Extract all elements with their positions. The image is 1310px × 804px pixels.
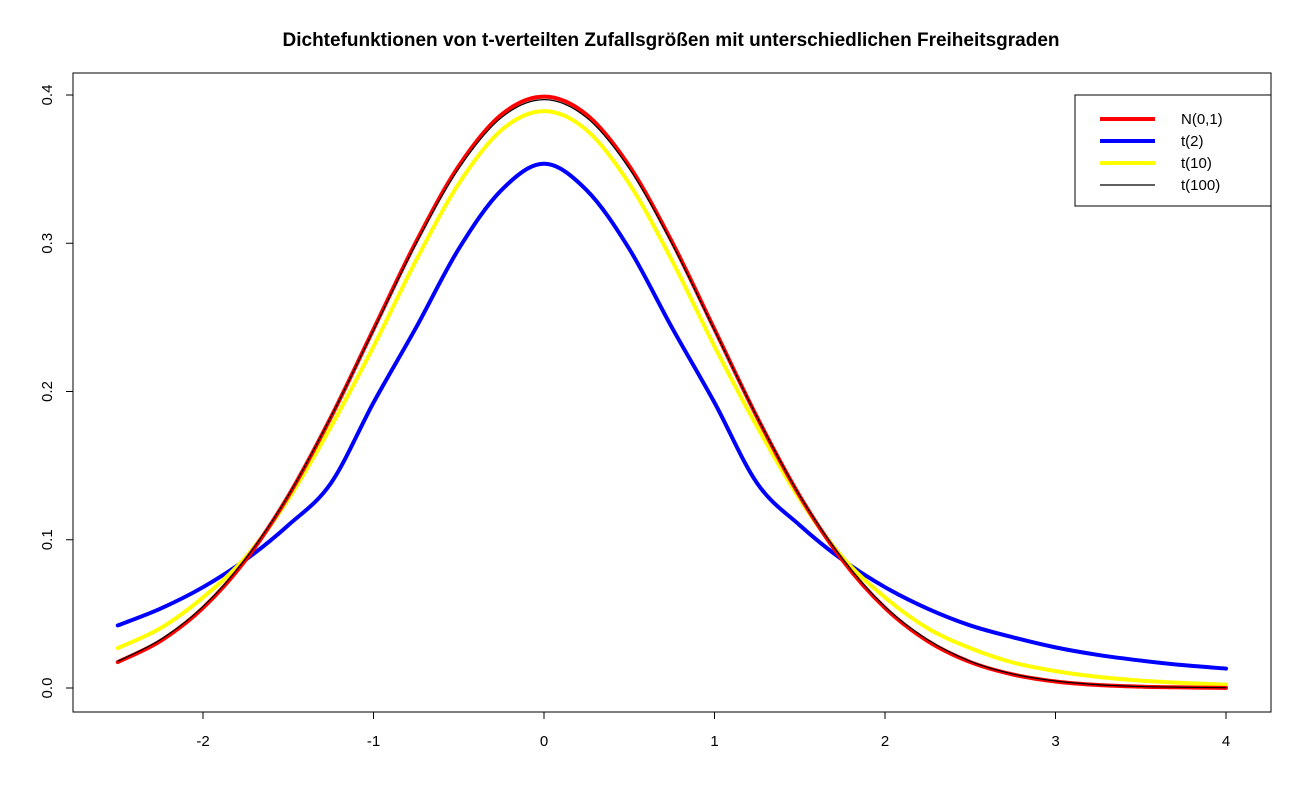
- plot-area: -2 -1 0 1 2 3 4 0.0 0.1 0.2 0.3 0.4 N(0,1) t(2) t(10) t…: [39, 72, 1272, 750]
- y-tick-label: 0.4: [39, 85, 56, 106]
- x-tick-label: -2: [196, 733, 209, 750]
- legend-label: t(10): [1181, 155, 1212, 172]
- legend-box: [1074, 94, 1272, 207]
- legend-label: t(2): [1181, 133, 1204, 150]
- x-tick-label: 0: [540, 733, 548, 750]
- x-tick-label: 1: [710, 733, 718, 750]
- y-tick-label: 0.2: [39, 381, 56, 402]
- x-tick-label: -1: [367, 733, 380, 750]
- legend-label: t(100): [1181, 177, 1220, 194]
- y-tick-label: 0.0: [39, 678, 56, 699]
- legend-label: N(0,1): [1181, 111, 1223, 128]
- x-tick-label: 3: [1051, 733, 1059, 750]
- series-line-t-2: [115, 161, 1228, 671]
- series-line-n-0-1: [115, 94, 1228, 690]
- y-tick-label: 0.1: [39, 529, 56, 550]
- y-tick-label: 0.3: [39, 233, 56, 254]
- series-line-t-10: [115, 109, 1228, 687]
- chart-title: Dichtefunktionen von t-verteilten Zufall…: [283, 30, 1060, 51]
- x-tick-label: 4: [1222, 733, 1230, 750]
- series-line-t-100: [117, 99, 1227, 689]
- x-tick-label: 2: [881, 733, 889, 750]
